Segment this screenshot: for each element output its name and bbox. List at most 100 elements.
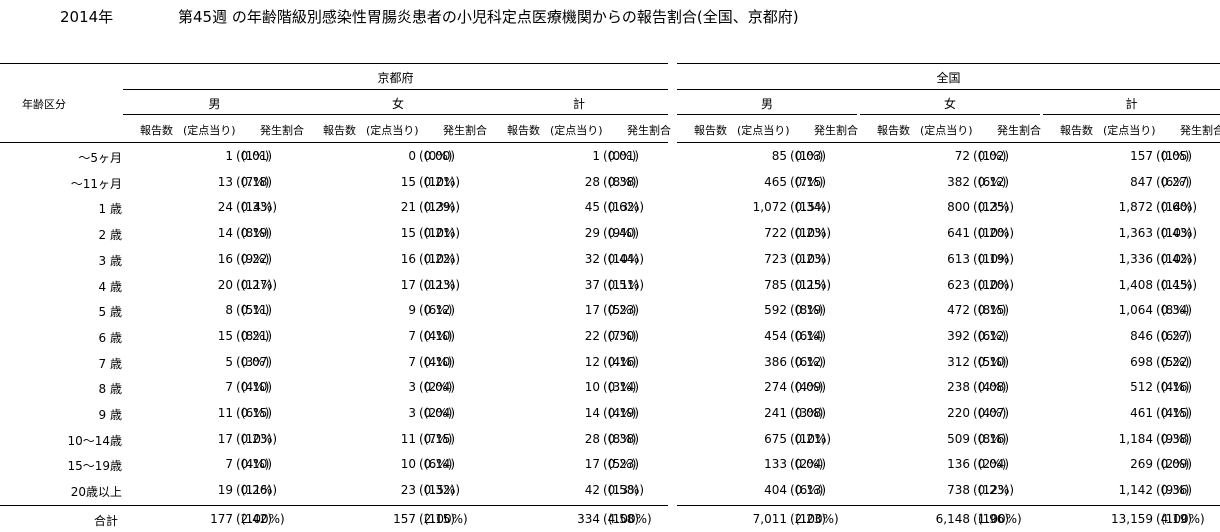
ratio-value: (2%): [424, 380, 453, 394]
report-count: 238: [947, 380, 970, 394]
header-bottom-rule: [0, 142, 668, 143]
per-site-value: (0.12): [790, 355, 827, 369]
report-count: 177: [210, 512, 233, 526]
ratio-value: (5%): [1161, 355, 1190, 369]
ratio-value: (7%): [241, 175, 270, 189]
report-count: 800: [947, 200, 970, 214]
per-site-value: (0.08): [790, 406, 827, 420]
ratio-value: (4%): [608, 355, 637, 369]
total-top-rule: [0, 505, 668, 506]
per-site-value: (0.38): [603, 432, 640, 446]
report-title: 第45週 の年齢階級別感染性胃腸炎患者の小児科定点医療機関からの報告割合(全国、…: [178, 8, 799, 26]
per-site-value: (0.15): [419, 432, 456, 446]
report-count: 723: [764, 252, 787, 266]
ratio-value: (3%): [608, 380, 637, 394]
ratio-value: (10%): [1161, 226, 1198, 240]
ratio-value: (5%): [608, 303, 637, 317]
per-site-value: (0.43): [1156, 226, 1193, 240]
ratio-value: (7%): [795, 175, 824, 189]
report-count: 19: [217, 483, 233, 497]
ratio-value: (9%): [608, 226, 637, 240]
ratio-value: (1%): [1161, 149, 1190, 163]
per-site-value: (0.10): [973, 355, 1010, 369]
per-site-value: (0.34): [790, 200, 827, 214]
ratio-value: (2%): [424, 406, 453, 420]
report-count: 785: [764, 278, 787, 292]
ratio-value: (11%): [1161, 278, 1198, 292]
total-label: 合計: [93, 514, 118, 528]
ratio-subheader: 発生割合: [997, 124, 1041, 137]
per-site-value: (0.09): [790, 380, 827, 394]
age-label: 3 歳: [98, 254, 122, 268]
report-count: 28: [584, 175, 600, 189]
ratio-value: (9%): [1161, 483, 1190, 497]
report-count: 24: [217, 200, 233, 214]
ratio-value: (100%): [795, 512, 839, 526]
per-site-value: (0.00): [419, 149, 456, 163]
age-label: 〜5ヶ月: [78, 151, 122, 165]
sex-rule: [1043, 114, 1220, 115]
age-label: 1 歳: [98, 202, 122, 216]
ratio-subheader: 発生割合: [627, 124, 671, 137]
sex-header: 男: [208, 97, 221, 111]
ratio-value: (10%): [608, 252, 645, 266]
per-site-value: (2.23): [790, 512, 827, 526]
ratio-value: (8%): [795, 303, 824, 317]
per-site-value: (0.40): [603, 226, 640, 240]
ratio-value: (2%): [1161, 457, 1190, 471]
per-site-subheader: (定点当り): [550, 124, 603, 137]
report-count: 7: [408, 355, 416, 369]
age-label: 2 歳: [98, 228, 122, 242]
ratio-value: (10%): [424, 226, 461, 240]
per-site-value: (0.07): [236, 355, 273, 369]
ratio-value: (100%): [424, 512, 468, 526]
per-site-value: (0.01): [236, 149, 273, 163]
report-count: 17: [400, 278, 416, 292]
ratio-value: (6%): [795, 329, 824, 343]
report-count: 21: [400, 200, 416, 214]
per-site-value: (0.29): [419, 200, 456, 214]
ratio-value: (6%): [1161, 175, 1190, 189]
report-count: 1,872: [1118, 200, 1153, 214]
ratio-value: (11%): [424, 278, 461, 292]
per-site-value: (0.21): [236, 329, 273, 343]
report-count: 334: [577, 512, 600, 526]
per-site-subheader: (定点当り): [1103, 124, 1156, 137]
per-site-value: (0.58): [603, 483, 640, 497]
ratio-value: (10%): [795, 252, 832, 266]
table-top-rule: [677, 63, 1220, 64]
per-site-value: (0.44): [603, 252, 640, 266]
age-label: 15〜19歳: [67, 459, 122, 473]
ratio-value: (6%): [424, 457, 453, 471]
sex-rule: [860, 114, 1040, 115]
report-count: 85: [771, 149, 787, 163]
ratio-value: (1%): [795, 149, 824, 163]
report-count: 16: [400, 252, 416, 266]
ratio-value: (8%): [608, 175, 637, 189]
report-count: 1,142: [1118, 483, 1153, 497]
per-site-subheader: (定点当り): [366, 124, 419, 137]
ratio-value: (11%): [795, 278, 832, 292]
per-site-subheader: (定点当り): [920, 124, 973, 137]
ratio-value: (4%): [424, 355, 453, 369]
ratio-value: (10%): [978, 226, 1015, 240]
report-count: 3: [408, 406, 416, 420]
per-site-value: (0.14): [603, 380, 640, 394]
report-count: 20: [217, 278, 233, 292]
ratio-value: (15%): [795, 200, 832, 214]
per-site-value: (0.23): [790, 226, 827, 240]
per-site-value: (0.42): [1156, 252, 1193, 266]
sex-rule: [677, 114, 857, 115]
per-site-subheader: (定点当り): [183, 124, 236, 137]
ratio-value: (8%): [241, 329, 270, 343]
per-site-value: (0.11): [236, 303, 273, 317]
reports-subheader: 報告数: [1060, 124, 1093, 137]
ratio-value: (5%): [978, 355, 1007, 369]
per-site-value: (4.58): [603, 512, 640, 526]
per-site-value: (0.23): [236, 432, 273, 446]
report-count: 1,064: [1118, 303, 1153, 317]
report-count: 7: [408, 329, 416, 343]
ratio-value: (13%): [608, 483, 645, 497]
ratio-value: (10%): [795, 432, 832, 446]
sex-header: 計: [1125, 97, 1138, 111]
